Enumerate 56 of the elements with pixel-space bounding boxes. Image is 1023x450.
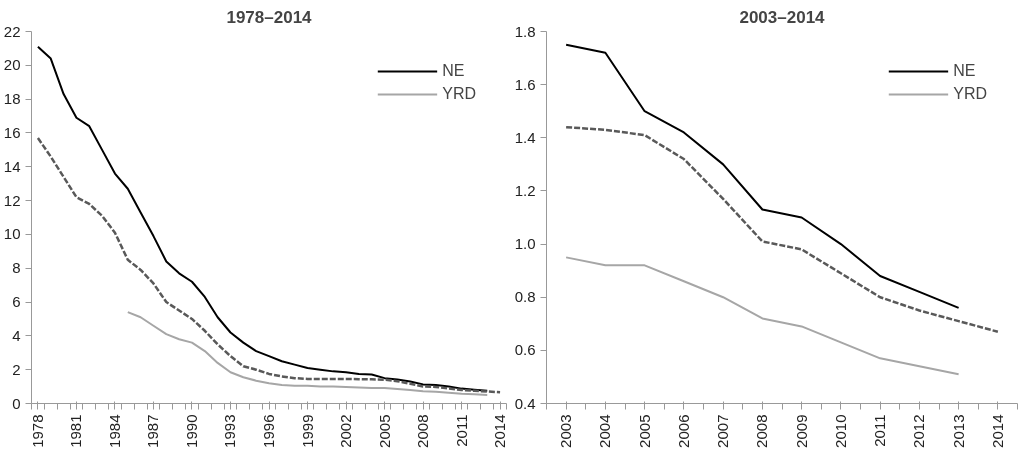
x-tick-label: 1978	[28, 414, 46, 448]
line-series	[36, 45, 489, 392]
y-tick-label: 22	[3, 22, 21, 40]
y-tick-label: 8	[12, 259, 21, 277]
x-tick-label: 2011	[871, 414, 889, 447]
y-tick-label: 10	[3, 225, 21, 243]
x-tick-label: 2008	[414, 414, 432, 448]
x-tick-label: 2006	[674, 414, 692, 448]
y-tick-label: 0.6	[514, 341, 536, 359]
y-tick-label: 6	[12, 293, 21, 311]
x-tick-label: 1981	[67, 414, 85, 448]
y-tick-label: 0.4	[514, 394, 536, 412]
line-series	[36, 136, 502, 394]
x-tick-label: 1993	[221, 414, 239, 448]
y-tick-label: 1.6	[514, 75, 536, 93]
chart-title: 1978–2014	[226, 7, 313, 27]
x-tick-label: 2005	[375, 414, 393, 448]
x-tick-label: 1984	[105, 414, 123, 448]
legend-label: YRD	[953, 85, 987, 103]
x-tick-label: 2013	[949, 414, 967, 448]
line-series	[564, 125, 1000, 334]
y-tick-label: 2	[12, 360, 21, 378]
x-tick-label: 2005	[635, 414, 653, 448]
y-tick-label: 20	[3, 56, 21, 74]
y-tick-label: 16	[3, 123, 21, 141]
legend-label: NE	[953, 62, 976, 80]
x-tick-label: 1999	[298, 414, 316, 448]
x-tick-label: 2008	[753, 414, 771, 448]
x-tick-label: 2003	[557, 414, 575, 448]
y-tick-label: 18	[3, 90, 21, 108]
legend-label: NE	[442, 62, 465, 80]
y-tick-label: 4	[12, 326, 21, 344]
x-tick-label: 2014	[988, 414, 1006, 448]
y-tick-label: 14	[3, 157, 21, 175]
y-tick-label: 1.4	[514, 128, 536, 146]
y-tick-label: 1.8	[514, 22, 536, 40]
y-tick-label: 12	[3, 191, 21, 209]
x-tick-label: 1990	[182, 414, 200, 448]
line-series	[565, 256, 960, 376]
chart-title: 2003–2014	[739, 7, 826, 27]
line-series	[126, 311, 489, 396]
x-tick-label: 2010	[831, 414, 849, 448]
x-tick-label: 2009	[792, 414, 810, 448]
x-tick-label: 2011	[452, 414, 470, 447]
x-tick-label: 1996	[260, 414, 277, 448]
x-tick-label: 2012	[910, 414, 928, 448]
x-tick-label: 2002	[337, 414, 355, 448]
y-tick-label: 1.2	[514, 181, 536, 199]
y-tick-label: 0	[12, 394, 21, 412]
y-tick-label: 1.0	[514, 235, 536, 253]
x-tick-label: 1987	[144, 414, 162, 448]
x-tick-label: 2004	[596, 414, 614, 448]
legend-label: YRD	[442, 85, 476, 103]
y-tick-label: 0.8	[514, 288, 536, 306]
x-tick-label: 2007	[714, 414, 732, 448]
x-tick-label: 2014	[491, 414, 509, 448]
